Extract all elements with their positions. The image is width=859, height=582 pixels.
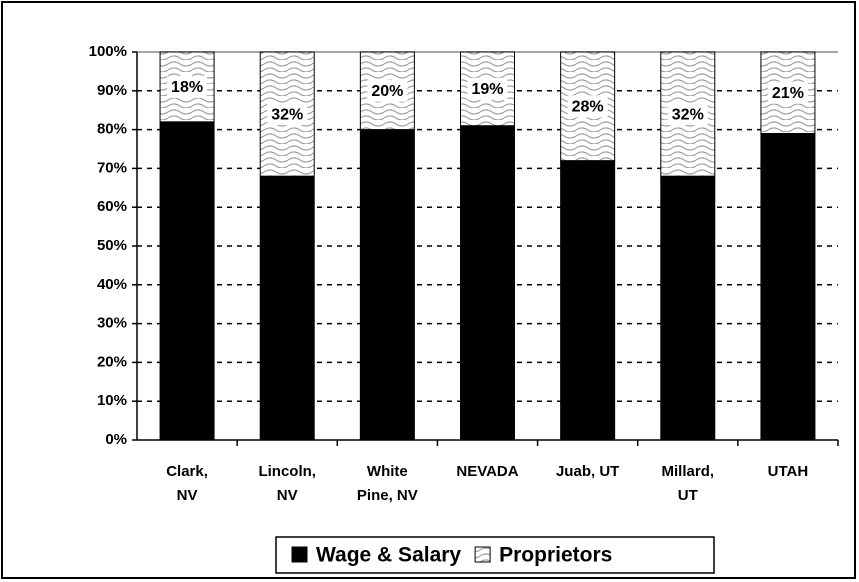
y-tick-label: 20% <box>97 353 127 370</box>
data-label: 28% <box>572 99 604 116</box>
x-tick-label-wrap: UTAH <box>738 460 838 484</box>
legend-swatch <box>291 546 308 563</box>
x-tick-label-box: Millard, UT <box>638 460 738 508</box>
y-tick-label: 80% <box>97 121 127 138</box>
y-tick-label: 30% <box>97 315 127 332</box>
bar-segment <box>760 132 816 441</box>
x-tick-label-box: UTAH <box>738 460 838 484</box>
y-tick-label: 0% <box>105 431 127 448</box>
y-tick-label: 100% <box>89 43 127 60</box>
x-tick-label: Millard, UT <box>661 463 715 504</box>
bar-segment <box>359 129 415 441</box>
x-tick-label: NEVADA <box>456 463 519 480</box>
y-tick-label: 10% <box>97 392 127 409</box>
legend-label: Wage & Salary <box>316 544 461 567</box>
data-label-bg <box>267 103 308 126</box>
x-tick-label-wrap: NEVADA <box>438 460 538 484</box>
x-tick-label: UTAH <box>767 463 809 480</box>
bar-segment <box>560 160 616 441</box>
data-label-bg <box>467 77 508 100</box>
legend-label: Proprietors <box>499 544 612 567</box>
x-tick-label-box: Clark, NV <box>137 460 237 508</box>
x-tick-label: Clark, NV <box>166 463 208 504</box>
x-tick-label: Juab, UT <box>555 463 620 480</box>
x-tick-label-box: NEVADA <box>438 460 538 484</box>
legend-swatch <box>474 546 491 563</box>
x-tick-label-wrap: Lincoln, NV <box>237 460 337 508</box>
bar-segment <box>159 121 215 441</box>
x-tick-label-wrap: Millard, UT <box>638 460 738 508</box>
bar-segment <box>660 175 716 441</box>
data-label: 21% <box>772 85 804 102</box>
legend-box <box>275 536 715 574</box>
y-tick-label: 90% <box>97 82 127 99</box>
data-label-bg <box>167 75 208 98</box>
bar-segment <box>460 125 515 441</box>
data-label-bg <box>667 103 708 126</box>
data-label: 32% <box>271 106 303 123</box>
x-tick-label: Lincoln, NV <box>258 463 316 504</box>
y-tick-label: 60% <box>97 198 127 215</box>
data-label: 18% <box>171 79 203 96</box>
data-label: 19% <box>471 81 503 98</box>
y-tick-label: 70% <box>97 159 127 176</box>
x-tick-label-wrap: Clark, NV <box>137 460 237 508</box>
x-tick-label: White Pine, NV <box>356 463 418 504</box>
data-label-bg <box>767 81 808 104</box>
legend: Wage & Salary Proprietors <box>275 536 715 574</box>
x-tick-label-box: Juab, UT <box>538 460 638 484</box>
x-tick-label-box: Lincoln, NV <box>237 460 337 508</box>
data-label: 32% <box>672 106 704 123</box>
y-tick-label: 50% <box>97 237 127 254</box>
bar-segment <box>259 175 315 441</box>
data-label-bg <box>367 79 408 102</box>
data-label: 20% <box>371 83 403 100</box>
x-tick-label-box: White Pine, NV <box>337 460 437 508</box>
data-label-bg <box>567 95 608 118</box>
x-tick-label-wrap: Juab, UT <box>538 460 638 484</box>
x-tick-label-wrap: White Pine, NV <box>337 460 437 508</box>
y-tick-label: 40% <box>97 276 127 293</box>
